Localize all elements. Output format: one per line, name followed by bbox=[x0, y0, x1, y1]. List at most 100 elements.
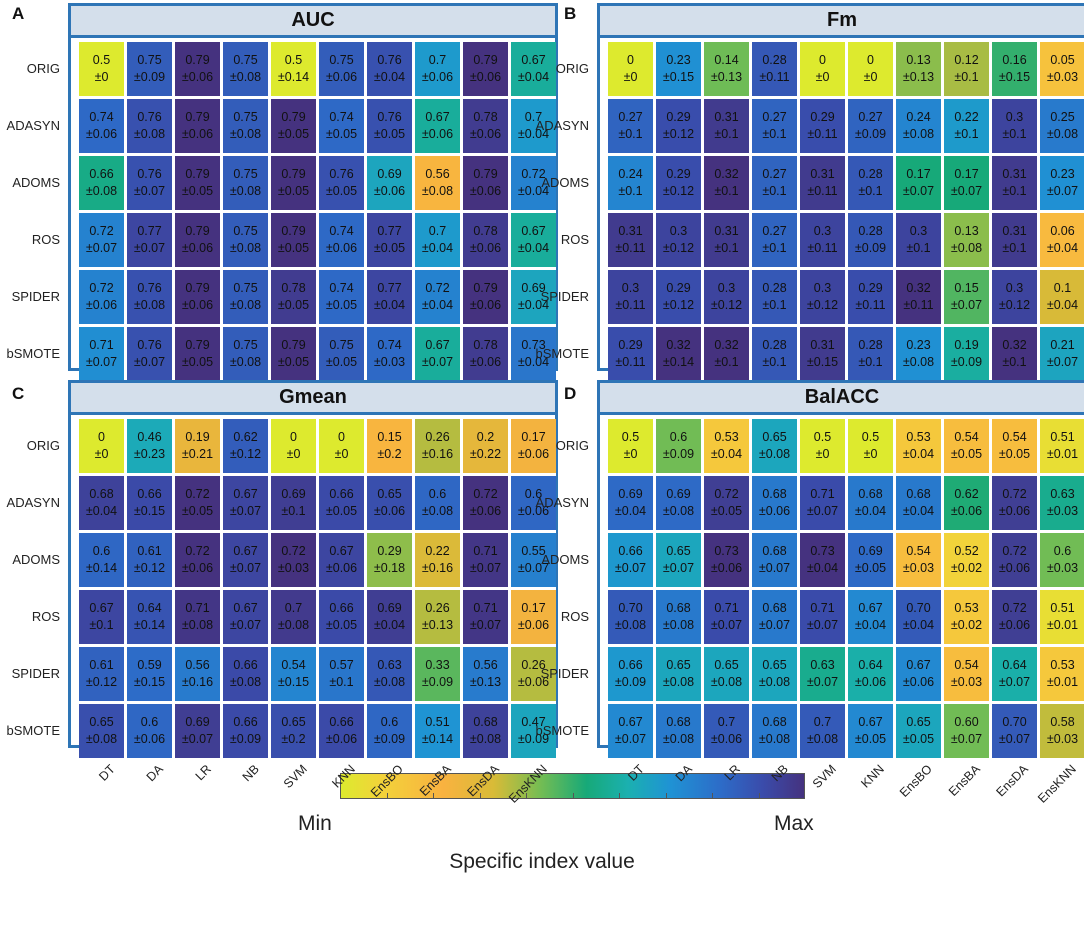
heatmap-cell: 0.3 ±0.11 bbox=[800, 213, 845, 267]
cell-value: 0.74 bbox=[329, 110, 354, 124]
heatmap-cell: 0.76 ±0.07 bbox=[127, 327, 172, 381]
cell-value: 0.75 bbox=[137, 53, 162, 67]
cell-sd: ±0.03 bbox=[902, 561, 935, 575]
heatmap-panel-balacc: BalACC 0.5 ±0 0.6 ±0.09 0.53 ±0.04 0.65 ±0.08 0.5… bbox=[597, 380, 1084, 758]
cell-value: 0.5 bbox=[284, 53, 303, 67]
cell-value: 0.56 bbox=[473, 658, 498, 672]
heatmap-cell: 0.53 ±0.04 bbox=[896, 419, 941, 473]
cell-value: 0.72 bbox=[425, 281, 450, 295]
cell-sd: ±0.03 bbox=[373, 355, 406, 369]
cell-sd: ±0.08 bbox=[662, 504, 695, 518]
cell-sd: ±0.1 bbox=[858, 355, 883, 369]
cell-value: 0.19 bbox=[954, 338, 979, 352]
heatmap-cell: 0.29 ±0.12 bbox=[656, 99, 701, 153]
cell-value: 0.31 bbox=[1002, 167, 1027, 181]
cell-value: 0.67 bbox=[521, 224, 546, 238]
cell-value: 0.26 bbox=[521, 658, 546, 672]
heatmap-cell: 0.6 ±0.09 bbox=[367, 704, 412, 758]
cell-sd: ±0.07 bbox=[469, 561, 502, 575]
cell-sd: ±0.06 bbox=[325, 70, 358, 84]
heatmap-cell: 0.79 ±0.05 bbox=[175, 156, 220, 210]
cell-value: 0.27 bbox=[618, 110, 643, 124]
heatmap-cell: 0.77 ±0.07 bbox=[127, 213, 172, 267]
cell-sd: ±0.12 bbox=[710, 298, 743, 312]
cell-value: 0.57 bbox=[329, 658, 354, 672]
cell-value: 0.3 bbox=[621, 281, 640, 295]
heatmap-cell: 0.23 ±0.07 bbox=[1040, 156, 1084, 210]
cell-sd: ±0.08 bbox=[902, 127, 935, 141]
cell-value: 0.71 bbox=[185, 601, 210, 615]
heatmap-cell: 0.54 ±0.03 bbox=[944, 647, 989, 701]
heatmap-panel-gmean: Gmean 0 ±0 0.46 ±0.23 0.19 ±0.21 0.62 ±0.12 0 ±0 0 ±… bbox=[68, 380, 558, 758]
heatmap-cell: 0.79 ±0.06 bbox=[175, 270, 220, 324]
cell-sd: ±0.05 bbox=[325, 184, 358, 198]
cell-sd: ±0.06 bbox=[181, 241, 214, 255]
heatmap-cell: 0.63 ±0.03 bbox=[1040, 476, 1084, 530]
cell-value: 0.32 bbox=[906, 281, 931, 295]
cell-sd: ±0.07 bbox=[758, 618, 791, 632]
cell-sd: ±0.16 bbox=[421, 447, 454, 461]
cell-value: 0.31 bbox=[1002, 224, 1027, 238]
cell-value: 0.68 bbox=[762, 715, 787, 729]
cell-sd: ±0.04 bbox=[806, 561, 839, 575]
cell-sd: ±0.07 bbox=[998, 732, 1031, 746]
cell-value: 0.26 bbox=[425, 430, 450, 444]
cell-sd: ±0.04 bbox=[517, 241, 550, 255]
cell-value: 0.71 bbox=[473, 601, 498, 615]
heatmap-cell: 0.53 ±0.04 bbox=[704, 419, 749, 473]
column-label: LR bbox=[192, 762, 214, 784]
heatmap-cell: 0.74 ±0.05 bbox=[319, 270, 364, 324]
cell-value: 0.28 bbox=[858, 338, 883, 352]
cell-value: 0.31 bbox=[810, 167, 835, 181]
heatmap-cell: 0.05 ±0.03 bbox=[1040, 42, 1084, 96]
cell-value: 0.63 bbox=[810, 658, 835, 672]
cell-sd: ±0.09 bbox=[133, 70, 166, 84]
cell-value: 0.66 bbox=[233, 715, 258, 729]
cell-value: 0.27 bbox=[762, 167, 787, 181]
cell-value: 0.58 bbox=[1050, 715, 1075, 729]
heatmap-cell: 0.17 ±0.06 bbox=[511, 590, 556, 644]
colorbar-tick bbox=[712, 793, 713, 799]
heatmap-cell: 0.67 ±0.1 bbox=[79, 590, 124, 644]
cell-value: 0.69 bbox=[281, 487, 306, 501]
cell-sd: ±0.12 bbox=[662, 241, 695, 255]
heatmap-cell: 0.79 ±0.06 bbox=[463, 156, 508, 210]
heatmap-cell: 0.61 ±0.12 bbox=[127, 533, 172, 587]
cell-value: 0.69 bbox=[666, 487, 691, 501]
cell-sd: ±0.09 bbox=[854, 241, 887, 255]
row-label: ADASYN bbox=[535, 495, 589, 510]
heatmap-cell: 0.3 ±0.1 bbox=[992, 99, 1037, 153]
heatmap-cell: 0.67 ±0.04 bbox=[848, 590, 893, 644]
cell-sd: ±0.01 bbox=[1046, 618, 1079, 632]
cell-sd: ±0.11 bbox=[615, 241, 646, 255]
heatmap-grid: 0 ±0 0.46 ±0.23 0.19 ±0.21 0.62 ±0.12 0 ±0 0 ±0 0.15… bbox=[79, 419, 556, 758]
heatmap-cell: 0.72 ±0.06 bbox=[992, 590, 1037, 644]
heatmap-cell: 0.69 ±0.1 bbox=[271, 476, 316, 530]
heatmap-cell: 0.79 ±0.06 bbox=[463, 42, 508, 96]
cell-value: 0.61 bbox=[137, 544, 162, 558]
cell-sd: ±0.04 bbox=[1046, 241, 1079, 255]
colorbar-tick bbox=[433, 793, 434, 799]
cell-sd: ±0.09 bbox=[614, 675, 647, 689]
cell-value: 0.72 bbox=[1002, 601, 1027, 615]
cell-sd: ±0.1 bbox=[1002, 355, 1027, 369]
heatmap-cell: 0.6 ±0.08 bbox=[415, 476, 460, 530]
cell-sd: ±0.11 bbox=[855, 298, 886, 312]
cell-sd: ±0.07 bbox=[469, 618, 502, 632]
heatmap-cell: 0.64 ±0.07 bbox=[992, 647, 1037, 701]
heatmap-cell: 0.67 ±0.07 bbox=[415, 327, 460, 381]
heatmap-cell: 0.28 ±0.11 bbox=[752, 42, 797, 96]
cell-value: 0 bbox=[290, 430, 297, 444]
cell-value: 0.79 bbox=[281, 167, 306, 181]
cell-sd: ±0.15 bbox=[662, 70, 695, 84]
cell-sd: ±0.08 bbox=[373, 675, 406, 689]
cell-sd: ±0 bbox=[334, 447, 349, 461]
cell-value: 0.78 bbox=[473, 110, 498, 124]
heatmap-cell: 0.75 ±0.09 bbox=[127, 42, 172, 96]
cell-sd: ±0.04 bbox=[517, 70, 550, 84]
heatmap-cell: 0.28 ±0.1 bbox=[752, 270, 797, 324]
cell-value: 0.66 bbox=[137, 487, 162, 501]
cell-sd: ±0.11 bbox=[903, 298, 934, 312]
heatmap-cell: 0.73 ±0.04 bbox=[511, 327, 556, 381]
heatmap-cell: 0.12 ±0.1 bbox=[944, 42, 989, 96]
